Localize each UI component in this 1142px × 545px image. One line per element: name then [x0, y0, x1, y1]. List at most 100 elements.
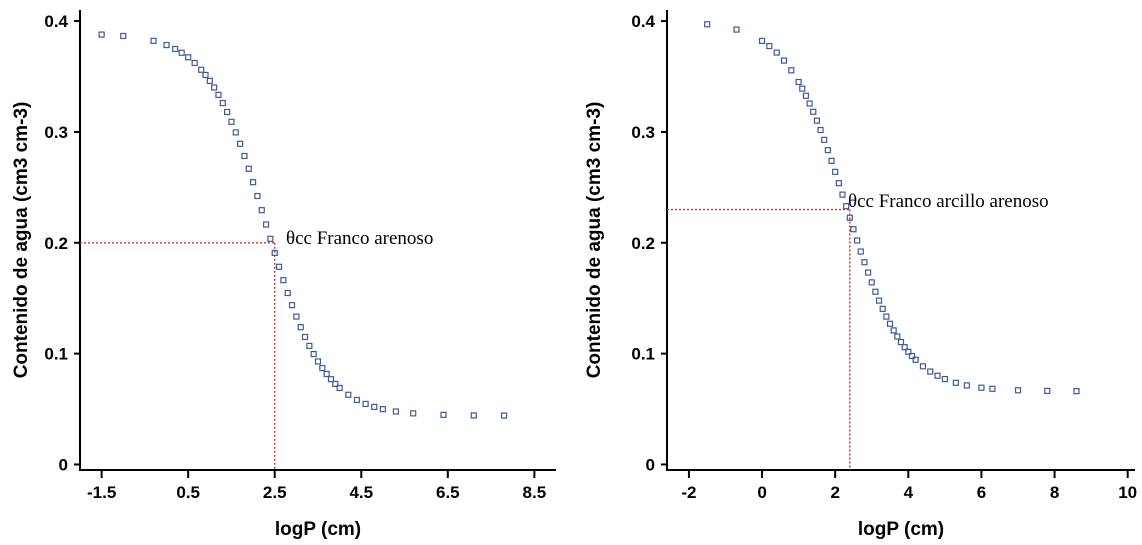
- data-point: [839, 191, 846, 198]
- data-point: [163, 41, 170, 49]
- x-tick-label: 0: [757, 483, 766, 502]
- data-point: [288, 302, 296, 309]
- x-tick-label: 8: [1050, 483, 1059, 502]
- data-point: [345, 391, 352, 398]
- data-point: [228, 118, 235, 125]
- data-point: [172, 45, 179, 53]
- data-point: [733, 26, 740, 33]
- data-point: [795, 78, 802, 86]
- data-point: [500, 412, 508, 419]
- data-point: [319, 364, 326, 372]
- y-ticks: 0 0.1 0.2 0.3 0.4: [44, 12, 80, 474]
- data-point: [810, 108, 817, 115]
- axes-frame: [666, 10, 1135, 471]
- data-point: [306, 342, 313, 350]
- data-point: [704, 21, 711, 28]
- data-point: [314, 358, 322, 365]
- data-point: [362, 400, 369, 408]
- data-point: [241, 152, 248, 160]
- data-point: [258, 207, 265, 214]
- axes-frame: [79, 10, 556, 471]
- data-point: [215, 91, 222, 98]
- data-point: [806, 100, 813, 107]
- data-point: [872, 288, 879, 295]
- data-point: [846, 214, 853, 221]
- data-point: [963, 382, 970, 389]
- data-point: [802, 92, 810, 99]
- data-point: [98, 31, 105, 38]
- field-capacity-guides: [667, 208, 851, 470]
- y-tick-label: 0.2: [44, 234, 68, 253]
- data-point: [875, 297, 883, 304]
- data-point: [766, 42, 773, 50]
- annotation-label: θcc Franco arenoso: [286, 228, 433, 249]
- data-point: [927, 368, 934, 375]
- x-tick-label: 0.5: [176, 483, 200, 502]
- y-ticks: 0 0.1 0.2 0.3 0.4: [631, 12, 667, 474]
- x-tick-label: -2: [681, 483, 696, 502]
- data-point: [832, 168, 839, 175]
- y-tick-label: 0.4: [44, 12, 68, 31]
- data-point: [813, 117, 821, 124]
- data-point: [857, 248, 864, 255]
- data-point: [1073, 388, 1080, 395]
- x-tick-label: 10: [1118, 483, 1137, 502]
- data-point: [211, 84, 218, 91]
- data-point: [371, 403, 378, 410]
- x-tick-label: 6: [977, 483, 986, 502]
- field-capacity-guides: [80, 242, 276, 470]
- data-point: [934, 372, 941, 379]
- data-point: [864, 269, 872, 276]
- data-point: [332, 380, 339, 387]
- data-point: [440, 411, 447, 418]
- data-point: [850, 226, 857, 233]
- y-axis-title: Contenido de agua (cm3 cm-3): [11, 102, 32, 379]
- data-point: [310, 350, 317, 358]
- data-point: [150, 37, 157, 44]
- data-point: [284, 289, 291, 297]
- data-point: [206, 77, 213, 85]
- data-point: [237, 140, 244, 147]
- data-point: [1014, 387, 1022, 394]
- data-point: [301, 333, 309, 341]
- data-point: [821, 136, 828, 143]
- data-point: [912, 356, 919, 363]
- data-point: [198, 66, 205, 73]
- data-point: [868, 279, 875, 286]
- data-point: [817, 126, 824, 134]
- data-point: [879, 305, 886, 312]
- data-point: [905, 348, 912, 355]
- data-point: [178, 49, 185, 56]
- data-point: [249, 179, 257, 186]
- x-tick-label: 8.5: [523, 483, 547, 502]
- data-points: [704, 21, 1080, 395]
- data-point: [897, 338, 905, 346]
- data-point: [219, 99, 226, 107]
- data-point: [843, 203, 850, 210]
- data-point: [267, 235, 274, 242]
- x-tick-label: 4: [904, 483, 914, 502]
- data-point: [275, 263, 283, 270]
- annotation-label: θcc Franco arcillo arenoso: [848, 191, 1049, 212]
- data-point: [271, 249, 278, 257]
- x-ticks: -2 0 2 4 6 8 10: [681, 470, 1137, 502]
- data-point: [758, 37, 766, 44]
- x-tick-label: 4.5: [349, 483, 373, 502]
- data-point: [280, 277, 287, 284]
- data-point: [854, 237, 861, 244]
- chart-franco-arenoso: -1.5 0.5 2.5 4.5 6.5 8.5 0 0.1 0.2 0.3 0.4 θcc Fr…: [11, 10, 556, 540]
- y-tick-label: 0: [59, 455, 68, 474]
- x-tick-label: 6.5: [436, 483, 460, 502]
- data-point: [828, 157, 835, 164]
- data-point: [392, 408, 399, 415]
- x-ticks: -1.5 0.5 2.5 4.5 6.5 8.5: [87, 470, 546, 502]
- y-tick-label: 0.3: [44, 123, 68, 142]
- data-point: [232, 129, 239, 136]
- data-point: [262, 221, 270, 228]
- data-point: [780, 57, 788, 64]
- data-point: [120, 32, 127, 40]
- chart-franco-arcillo-arenoso: -2 0 2 4 6 8 10 0 0.1 0.2 0.3 0.4 θcc Franco arcil…: [584, 10, 1137, 540]
- data-point: [788, 67, 795, 74]
- data-point: [908, 352, 916, 360]
